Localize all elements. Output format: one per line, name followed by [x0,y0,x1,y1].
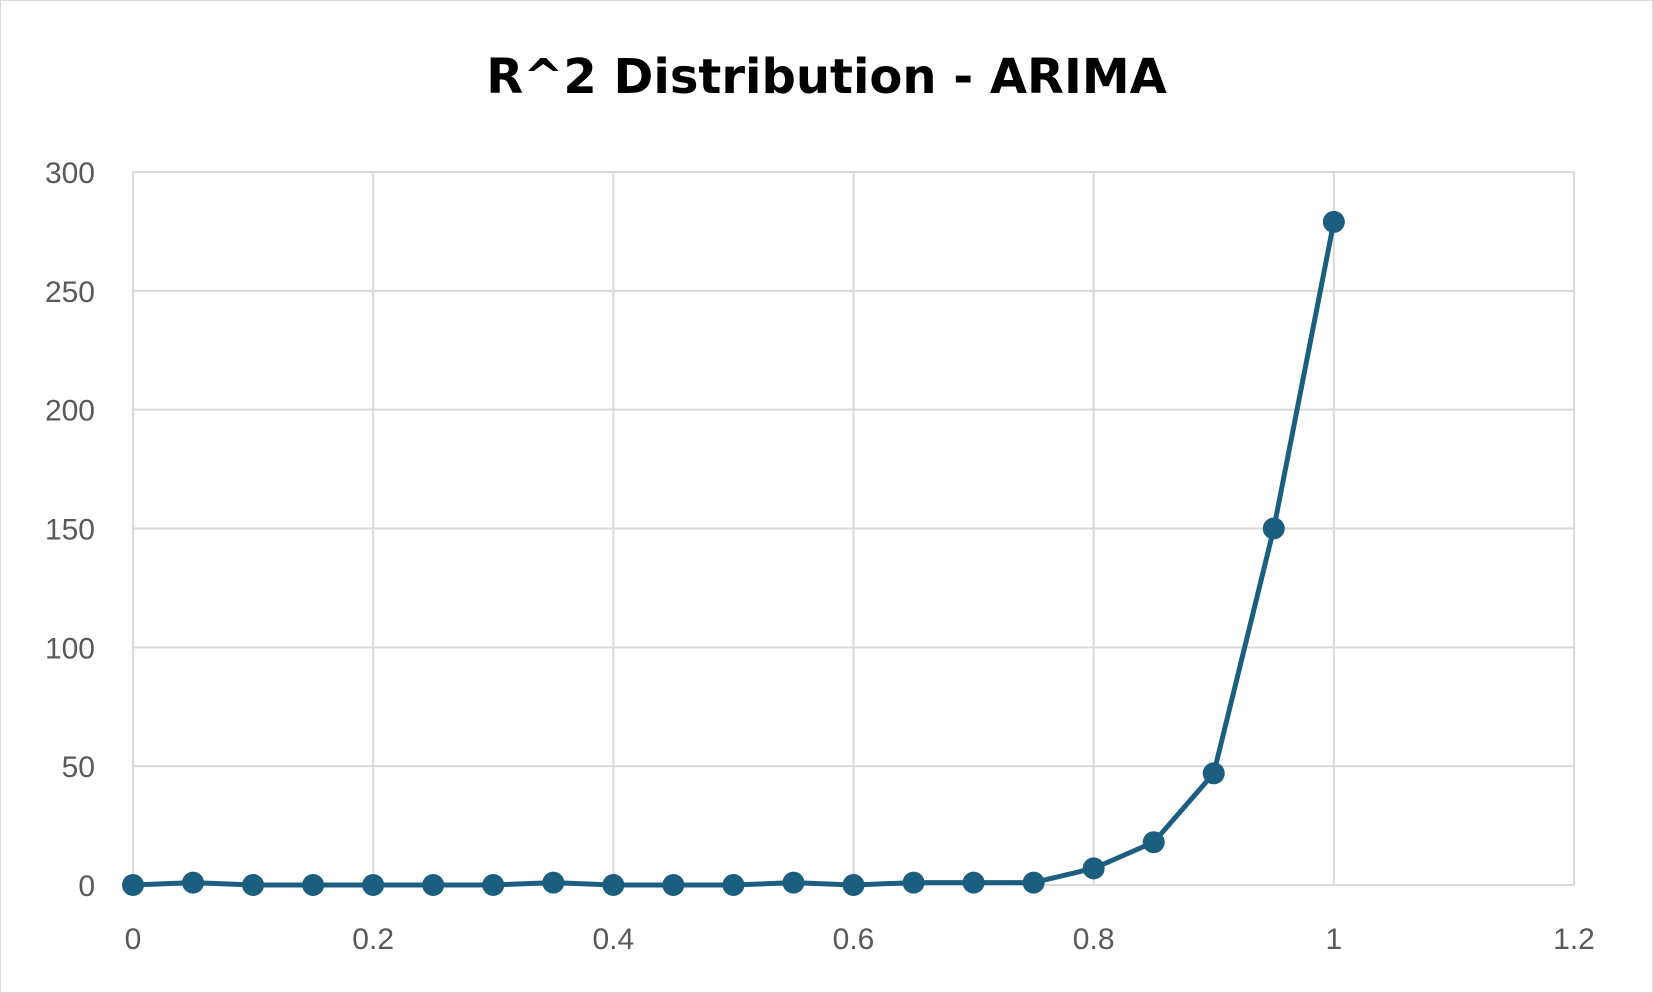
data-point [1142,831,1165,854]
data-point [1082,857,1105,880]
x-tick-label: 0.8 [1073,923,1115,956]
data-point [1262,517,1285,540]
x-tick-label: 0.6 [833,923,875,956]
y-tick-label: 100 [45,632,95,665]
data-point [482,874,505,896]
data-point [1022,871,1045,894]
x-tick-label: 1.2 [1553,923,1595,956]
grid-lines [132,171,1575,886]
y-tick-label: 150 [45,514,95,547]
y-tick-label: 200 [45,395,95,428]
x-axis-tick-labels: 0 0.2 0.4 0.6 0.8 1 1.2 [125,923,1595,956]
data-point [1202,762,1225,785]
series-line [130,219,1337,888]
data-point [362,874,385,896]
data-point [122,874,144,896]
data-point [902,871,925,894]
data-point [782,871,805,894]
y-tick-label: 250 [45,276,95,309]
x-tick-label: 1 [1325,923,1342,956]
data-point [182,871,205,894]
data-point [542,871,565,894]
data-point [1322,210,1345,233]
data-point [602,874,625,896]
data-point [422,874,445,896]
data-point [242,874,265,896]
data-point [722,874,745,896]
data-series [122,210,1345,896]
y-axis-tick-labels: 0 50 100 150 200 250 300 [45,157,95,903]
x-tick-label: 0 [125,923,142,956]
data-point [962,871,985,894]
chart-title: R^2 Distribution - ARIMA [486,49,1167,105]
x-tick-label: 0.4 [592,923,634,956]
y-tick-label: 50 [62,751,95,784]
data-point [842,874,865,896]
y-tick-label: 300 [45,157,95,190]
y-tick-label: 0 [78,870,95,903]
data-point [662,874,685,896]
data-point [302,874,325,896]
x-tick-label: 0.2 [352,923,394,956]
